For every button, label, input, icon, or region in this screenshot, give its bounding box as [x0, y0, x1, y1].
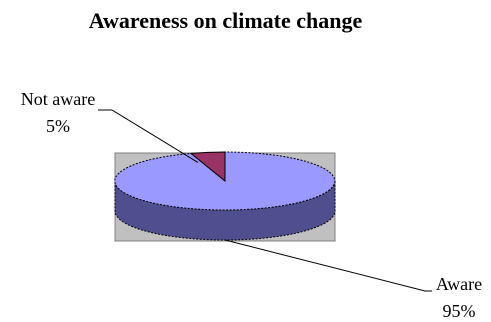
leader-line-not-aware [98, 109, 199, 163]
leader-line-aware [224, 239, 432, 292]
data-label-not-aware-percent: 5% [46, 116, 70, 136]
pie-slice-not-aware [189, 151, 226, 183]
data-label-not-aware-name: Not aware [21, 89, 95, 109]
chart-title: Awareness on climate change [88, 8, 363, 33]
data-label-aware-name: Aware [436, 274, 482, 294]
data-label-aware-percent: 95% [443, 301, 476, 321]
